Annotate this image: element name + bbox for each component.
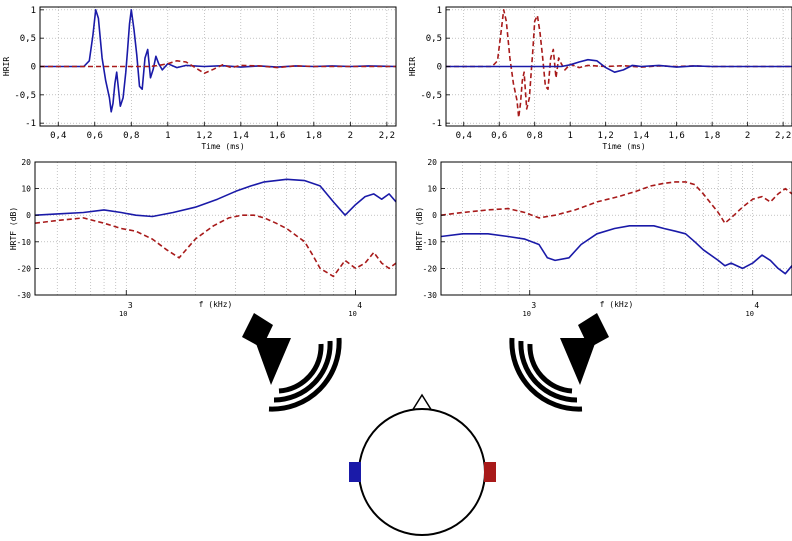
head-icon [358,408,486,536]
tick-label-x: 1 [165,131,170,141]
tick-label-y: 0 [31,63,36,73]
x-axis-label: Time (ms) [201,142,244,151]
tick-label-x: 0,4 [50,131,66,141]
series-line-left-ear [40,9,396,113]
series-line-right-ear [35,214,396,278]
tick-label-y: -30 [423,291,438,300]
tick-label-y: 1 [31,6,36,16]
tick-label-y: -0,5 [420,91,442,101]
tick-label-x-exponent: 4 [754,301,759,310]
y-axis-label: HRIR [408,57,417,76]
tick-label-x: 1,2 [196,131,212,141]
x-axis-label: f (kHz) [199,300,233,309]
tick-label-x-exponent: 4 [357,301,362,310]
tick-label-y: 0,5 [20,34,36,44]
tick-label-x-exponent: 3 [128,301,133,310]
series-line-left-ear [446,58,792,73]
tick-label-x: 0,6 [491,131,507,141]
sound-waves-icon [509,337,583,412]
sound-waves-icon [268,337,342,412]
series-line-left-ear [441,225,792,275]
tick-label-x-base: 10 [523,310,531,318]
charts: 1 0,5 0 -0,5 -1 0,4 0,6 0,8 1 1,2 1,4 1,6 1,8 2 2,2 Tim… [2,6,792,318]
speaker-left-icon [242,313,291,385]
y-axis-label: HRTF (dB) [9,207,18,250]
axes-frame [34,161,397,296]
listener-diagram [242,313,609,536]
tick-label-x: 0,8 [123,131,139,141]
tick-label-x: 1,6 [669,131,685,141]
tick-label-x: 1,8 [704,131,720,141]
tick-label-x: 0,6 [87,131,103,141]
tick-label-x: 1,4 [633,131,649,141]
tick-label-x: 2 [745,131,750,141]
tick-label-y: 20 [21,158,31,167]
series-line-right-ear [40,60,396,75]
tick-label-x: 1 [567,131,572,141]
tick-label-y: -30 [17,291,32,300]
left-ear-marker [349,462,361,482]
tick-label-y: 0 [26,211,31,220]
tick-label-x: 2,2 [379,131,395,141]
tick-label-y: 20 [427,158,437,167]
chart-hrir-right-speaker: 1 0,5 0 -0,5 -1 0,4 0,6 0,8 1 1,2 1,4 1,6 1,8 2 2,2 Tim… [408,6,792,151]
tick-label-x-exponent: 3 [531,301,536,310]
tick-label-y: 0,5 [426,34,442,44]
tick-label-x: 0,4 [456,131,472,141]
tick-label-y: 0 [437,63,442,73]
grid [35,161,396,296]
tick-label-y: 0 [432,211,437,220]
tick-label-y: 1 [437,6,442,16]
tick-label-y: -20 [17,264,32,273]
axes-frame [440,161,792,296]
tick-label-y: -1 [431,119,442,129]
tick-label-x: 1,2 [598,131,614,141]
tick-label-x: 2,2 [775,131,791,141]
tick-label-y: 10 [427,185,437,194]
chart-hrir-left-speaker: 1 0,5 0 -0,5 -1 0,4 0,6 0,8 1 1,2 1,4 1,6 1,8 2 2,2 Tim… [2,6,397,151]
series-line-left-ear [35,178,396,218]
tick-label-y: 10 [21,185,31,194]
series-line-right-ear [441,181,792,224]
tick-label-y: -0,5 [14,91,36,101]
tick-label-y: -20 [423,264,438,273]
tick-label-x-base: 10 [746,310,754,318]
tick-label-x: 1,6 [269,131,285,141]
tick-label-x-base: 10 [348,310,356,318]
y-axis-label: HRIR [2,57,11,76]
tick-label-x-base: 10 [119,310,127,318]
right-ear-marker [484,462,496,482]
speaker-right-icon [560,313,609,385]
y-axis-label: HRTF (dB) [415,207,424,250]
tick-label-y: -10 [17,238,32,247]
nose-icon [411,393,433,412]
x-axis-label: f (kHz) [600,300,634,309]
tick-label-y: -1 [25,119,36,129]
tick-label-x: 0,8 [527,131,543,141]
tick-label-x: 2 [348,131,353,141]
x-axis-label: Time (ms) [602,142,645,151]
tick-label-x: 1,8 [306,131,322,141]
series-line-right-ear [446,9,792,119]
tick-label-y: -10 [423,238,438,247]
tick-label-x: 1,4 [233,131,249,141]
